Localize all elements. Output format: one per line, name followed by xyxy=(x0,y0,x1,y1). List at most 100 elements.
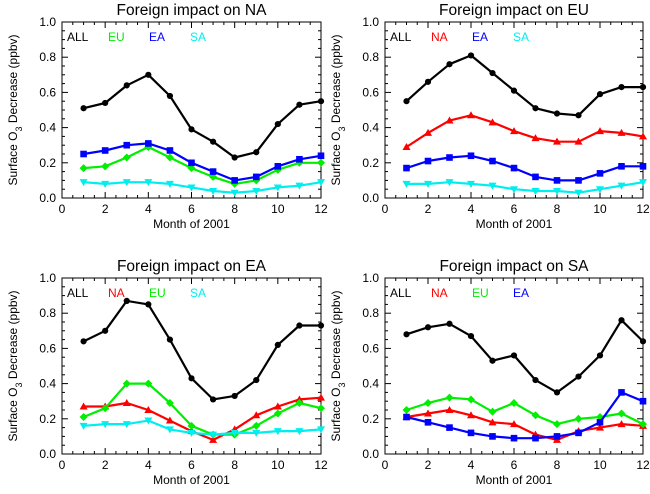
data-point xyxy=(531,411,540,420)
y-tick-label: 1.0 xyxy=(362,271,379,285)
data-point xyxy=(488,182,497,190)
y-tick-label: 1.0 xyxy=(362,15,379,29)
data-point xyxy=(489,69,496,77)
data-point xyxy=(166,147,174,154)
x-tick-label: 2 xyxy=(102,202,109,216)
series-line xyxy=(406,181,644,194)
data-point xyxy=(489,357,496,364)
data-point xyxy=(531,134,540,142)
x-tick-label: 4 xyxy=(468,458,475,472)
data-point xyxy=(445,116,454,124)
x-tick-label: 0 xyxy=(382,202,389,216)
data-point xyxy=(295,182,304,190)
data-point xyxy=(273,428,282,436)
data-point xyxy=(123,297,130,304)
data-point xyxy=(252,187,261,195)
data-point xyxy=(209,138,217,145)
data-point xyxy=(144,179,153,187)
data-point xyxy=(188,159,195,167)
data-point xyxy=(424,398,432,407)
data-point xyxy=(231,392,238,400)
data-point xyxy=(102,327,109,334)
series-sa xyxy=(79,179,325,197)
data-point xyxy=(488,418,497,426)
data-point xyxy=(145,140,152,147)
data-point xyxy=(618,389,625,396)
data-point xyxy=(553,187,561,195)
data-point xyxy=(489,157,496,165)
data-point xyxy=(467,429,475,437)
data-point xyxy=(596,91,604,98)
data-point xyxy=(424,157,432,165)
x-tick-label: 12 xyxy=(636,458,650,472)
data-point xyxy=(575,112,582,119)
data-point xyxy=(274,120,281,128)
legend-label: NA xyxy=(431,30,448,44)
series-all xyxy=(80,71,325,161)
chart-title: Foreign impact on EU xyxy=(439,2,589,19)
data-point xyxy=(639,397,647,405)
x-tick-label: 6 xyxy=(188,202,195,216)
data-point xyxy=(510,164,518,172)
data-point xyxy=(295,395,304,403)
data-point xyxy=(274,163,282,170)
data-point xyxy=(532,376,539,384)
data-point xyxy=(80,150,87,158)
series-sa xyxy=(79,417,325,439)
data-point xyxy=(122,379,131,388)
data-point xyxy=(446,154,453,161)
data-point xyxy=(101,421,110,429)
data-point xyxy=(532,105,539,112)
x-tick-label: 4 xyxy=(145,202,152,216)
data-point xyxy=(553,389,561,396)
legend-label: NA xyxy=(108,286,125,300)
data-point xyxy=(230,429,239,437)
data-point xyxy=(295,428,304,436)
x-tick-label: 4 xyxy=(468,202,475,216)
data-point xyxy=(489,433,496,440)
series-line xyxy=(83,142,322,182)
data-point xyxy=(101,180,110,188)
data-point xyxy=(445,179,454,187)
data-point xyxy=(617,420,626,428)
x-tick-label: 8 xyxy=(554,458,561,472)
data-point xyxy=(618,317,625,324)
data-point xyxy=(101,162,110,171)
series-ea xyxy=(403,152,647,184)
data-point xyxy=(252,173,260,181)
data-point xyxy=(209,431,218,439)
y-tick-label: 0.2 xyxy=(362,412,379,426)
data-point xyxy=(188,375,195,382)
legend-label: ALL xyxy=(67,286,89,300)
series-na xyxy=(79,393,325,443)
data-point xyxy=(617,128,626,136)
data-point xyxy=(510,127,518,135)
x-tick-label: 10 xyxy=(271,458,285,472)
data-point xyxy=(144,406,153,413)
data-point xyxy=(639,338,647,345)
legend-label: EU xyxy=(149,286,166,300)
data-point xyxy=(639,84,647,91)
data-point xyxy=(144,417,153,425)
data-point xyxy=(230,189,239,197)
x-axis-label: Month of 2001 xyxy=(153,217,230,231)
series-line xyxy=(83,299,321,401)
x-tick-label: 2 xyxy=(425,458,432,472)
data-point xyxy=(296,101,303,108)
data-point xyxy=(317,393,325,401)
data-point xyxy=(252,429,261,437)
data-point xyxy=(467,152,475,160)
data-point xyxy=(575,177,582,184)
data-point xyxy=(446,424,453,431)
legend-label: EU xyxy=(472,286,489,300)
data-point xyxy=(467,180,475,188)
data-point xyxy=(424,409,432,417)
data-point xyxy=(510,420,518,428)
x-tick-label: 0 xyxy=(382,458,389,472)
data-point xyxy=(317,404,325,413)
series-line xyxy=(406,319,644,394)
legend-label: NA xyxy=(431,286,448,300)
data-point xyxy=(510,352,518,359)
x-tick-label: 10 xyxy=(271,202,285,216)
